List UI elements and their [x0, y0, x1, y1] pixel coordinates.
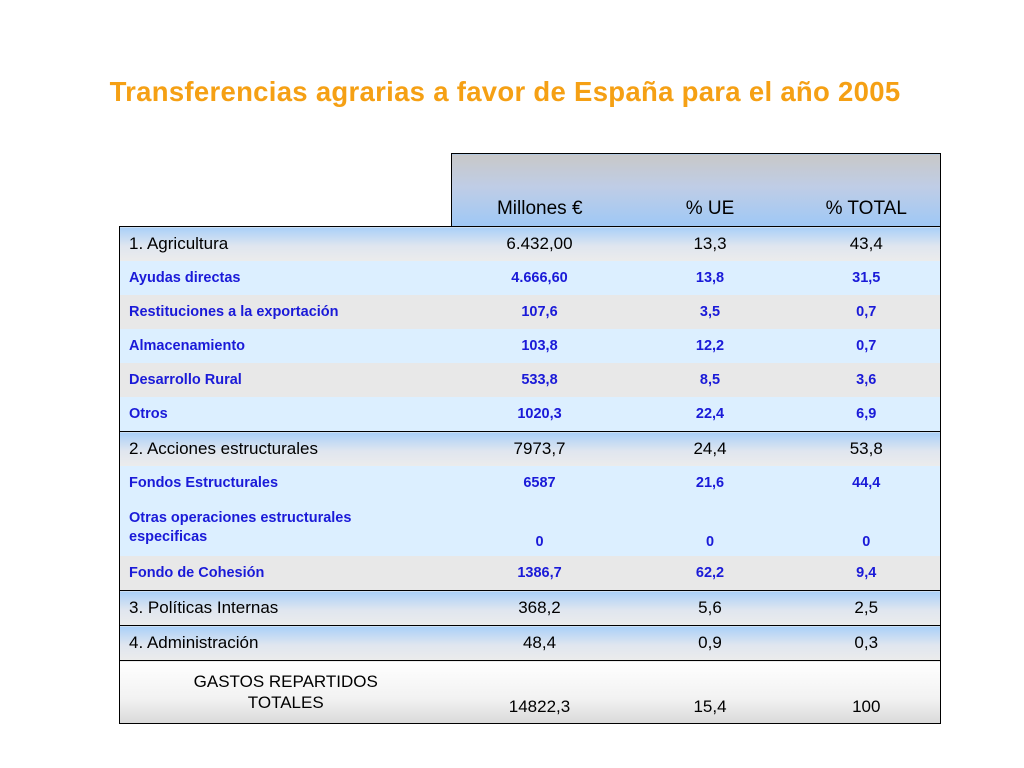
cell-pct-total: 0: [792, 500, 941, 556]
cell-millones: 6587: [451, 466, 628, 500]
cell-pct-total: 9,4: [792, 556, 941, 591]
cell-millones: 533,8: [451, 363, 628, 397]
sub-row-fondos-estructurales: Fondos Estructurales 6587 21,6 44,4: [119, 466, 941, 500]
cell-millones: 14822,3: [451, 660, 628, 724]
cell-millones: 368,2: [451, 590, 628, 626]
cell-pct-total: 0,7: [792, 329, 941, 363]
header-millones: Millones €: [451, 153, 628, 227]
row-label: Almacenamiento: [119, 329, 452, 363]
header-pct-total: % TOTAL: [792, 153, 941, 227]
cell-pct-ue: 15,4: [627, 660, 793, 724]
cell-pct-ue: 0: [627, 500, 793, 556]
cell-millones: 103,8: [451, 329, 628, 363]
cell-pct-total: 31,5: [792, 261, 941, 295]
cell-millones: 7973,7: [451, 431, 628, 466]
cell-millones: 0: [451, 500, 628, 556]
cell-pct-total: 6,9: [792, 397, 941, 432]
row-label: 1. Agricultura: [119, 226, 452, 261]
row-label-line1: Otras operaciones estructurales: [129, 510, 352, 526]
row-label: GASTOS REPARTIDOS TOTALES: [119, 660, 452, 724]
row-label: Fondo de Cohesión: [119, 556, 452, 591]
header-pct-ue: % UE: [627, 153, 793, 227]
cell-pct-ue: 21,6: [627, 466, 793, 500]
row-label: 2. Acciones estructurales: [119, 431, 452, 466]
cell-pct-total: 43,4: [792, 226, 941, 261]
cell-pct-ue: 13,3: [627, 226, 793, 261]
row-label: Otros: [119, 397, 452, 432]
cell-millones: 1020,3: [451, 397, 628, 432]
cell-pct-total: 53,8: [792, 431, 941, 466]
sub-row-otras-operaciones: Otras operaciones estructurales especific…: [119, 500, 941, 556]
cell-millones: 107,6: [451, 295, 628, 329]
cell-millones: 48,4: [451, 625, 628, 661]
cell-pct-ue: 24,4: [627, 431, 793, 466]
row-label: Desarrollo Rural: [119, 363, 452, 397]
cell-pct-ue: 12,2: [627, 329, 793, 363]
row-label: 4. Administración: [119, 625, 452, 661]
category-row-administracion: 4. Administración 48,4 0,9 0,3: [119, 625, 941, 661]
cell-pct-total: 2,5: [792, 590, 941, 626]
cell-pct-ue: 8,5: [627, 363, 793, 397]
row-label: Ayudas directas: [119, 261, 452, 295]
total-label-line2: TOTALES: [247, 693, 324, 712]
transfers-table: Millones € % UE % TOTAL 1. Agricultura 6…: [119, 153, 941, 724]
cell-pct-ue: 5,6: [627, 590, 793, 626]
cell-pct-total: 0,3: [792, 625, 941, 661]
row-label: Fondos Estructurales: [119, 466, 452, 500]
sub-row-almacenamiento: Almacenamiento 103,8 12,2 0,7: [119, 329, 941, 363]
cell-pct-ue: 3,5: [627, 295, 793, 329]
row-label-line2: especificas: [129, 529, 208, 545]
cell-pct-total: 44,4: [792, 466, 941, 500]
sub-row-ayudas-directas: Ayudas directas 4.666,60 13,8 31,5: [119, 261, 941, 295]
cell-pct-total: 0,7: [792, 295, 941, 329]
category-row-agricultura: 1. Agricultura 6.432,00 13,3 43,4: [119, 226, 941, 261]
cell-pct-ue: 0,9: [627, 625, 793, 661]
sub-row-otros: Otros 1020,3 22,4 6,9: [119, 397, 941, 432]
cell-pct-ue: 13,8: [627, 261, 793, 295]
row-label: Otras operaciones estructurales especific…: [119, 500, 452, 556]
category-row-acciones-estructurales: 2. Acciones estructurales 7973,7 24,4 53…: [119, 431, 941, 466]
header-blank-cell: [119, 153, 452, 227]
cell-millones: 1386,7: [451, 556, 628, 591]
total-row: GASTOS REPARTIDOS TOTALES 14822,3 15,4 10…: [119, 660, 941, 724]
cell-pct-ue: 62,2: [627, 556, 793, 591]
row-label: Restituciones a la exportación: [119, 295, 452, 329]
sub-row-fondo-cohesion: Fondo de Cohesión 1386,7 62,2 9,4: [119, 556, 941, 591]
sub-row-restituciones: Restituciones a la exportación 107,6 3,5…: [119, 295, 941, 329]
sub-row-desarrollo-rural: Desarrollo Rural 533,8 8,5 3,6: [119, 363, 941, 397]
cell-pct-total: 100: [792, 660, 941, 724]
row-label: 3. Políticas Internas: [119, 590, 452, 626]
cell-pct-total: 3,6: [792, 363, 941, 397]
cell-millones: 6.432,00: [451, 226, 628, 261]
header-row: Millones € % UE % TOTAL: [119, 153, 941, 227]
total-label-line1: GASTOS REPARTIDOS: [193, 672, 378, 691]
category-row-politicas-internas: 3. Políticas Internas 368,2 5,6 2,5: [119, 590, 941, 626]
cell-pct-ue: 22,4: [627, 397, 793, 432]
page-title: Transferencias agrarias a favor de Españ…: [109, 76, 901, 107]
cell-millones: 4.666,60: [451, 261, 628, 295]
